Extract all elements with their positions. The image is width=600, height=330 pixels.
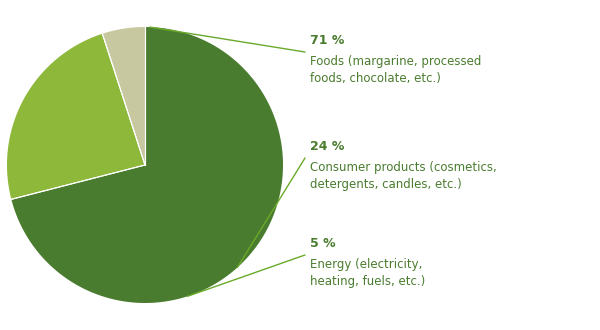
Polygon shape (103, 27, 145, 165)
Text: Foods (margarine, processed
foods, chocolate, etc.): Foods (margarine, processed foods, choco… (310, 55, 481, 85)
Text: 24 %: 24 % (310, 140, 344, 153)
Text: Energy (electricity,
heating, fuels, etc.): Energy (electricity, heating, fuels, etc… (310, 258, 425, 288)
Polygon shape (7, 34, 145, 199)
Text: 71 %: 71 % (310, 34, 344, 47)
Text: 5 %: 5 % (310, 237, 335, 250)
Text: Consumer products (cosmetics,
detergents, candles, etc.): Consumer products (cosmetics, detergents… (310, 161, 497, 191)
Polygon shape (11, 27, 283, 303)
